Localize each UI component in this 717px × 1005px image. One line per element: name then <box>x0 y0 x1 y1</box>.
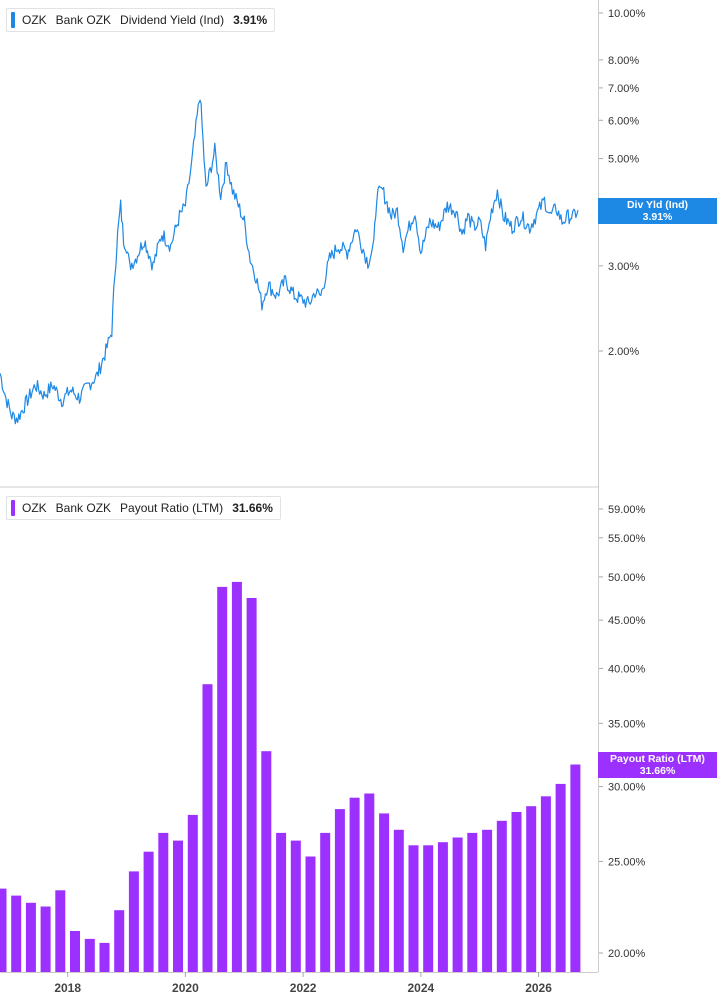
payout-legend: OZK Bank OZK Payout Ratio (LTM) 31.66% <box>6 496 281 520</box>
payout-flag-value: 31.66% <box>639 765 676 777</box>
payout-bar <box>231 581 242 972</box>
payout-bar <box>0 888 7 972</box>
payout-bar <box>452 837 463 972</box>
payout-bar <box>99 942 110 972</box>
payout-bar <box>511 812 522 972</box>
yield-legend-value: 3.91% <box>233 13 268 27</box>
yield-flag-label: Div Yld (Ind) <box>626 199 689 211</box>
payout-bar <box>70 931 80 972</box>
payout-bar <box>25 902 36 972</box>
payout-tick-label: 50.00% <box>608 572 646 584</box>
payout-value-flag: Payout Ratio (LTM) 31.66% <box>598 752 717 778</box>
yield-legend: OZK Bank OZK Dividend Yield (Ind) 3.91% <box>6 8 276 32</box>
payout-bar <box>84 938 95 972</box>
payout-legend-ticker: OZK <box>22 501 47 515</box>
payout-bar <box>290 840 301 972</box>
payout-tick-label: 45.00% <box>608 615 646 627</box>
yield-tick-label: 8.00% <box>608 55 639 67</box>
payout-bar <box>437 842 448 972</box>
payout-bar <box>55 890 66 972</box>
payout-bar <box>555 783 566 972</box>
payout-bar <box>570 764 581 972</box>
payout-bar <box>526 806 537 972</box>
payout-bar <box>276 832 287 972</box>
payout-bar <box>423 845 434 972</box>
payout-bar <box>40 906 51 972</box>
x-axis: 2018 2020 2022 2024 2026 <box>54 972 552 995</box>
payout-bar <box>496 820 507 972</box>
payout-bar <box>349 797 360 972</box>
payout-bar <box>334 809 345 972</box>
yield-value-flag: Div Yld (Ind) 3.91% <box>598 198 717 224</box>
yield-y-axis: 2.00% 3.00% 5.00% 6.00% 7.00% 8.00% 10.00% <box>598 8 646 358</box>
payout-bar <box>128 871 139 972</box>
payout-bar <box>320 832 331 972</box>
payout-bar <box>379 813 390 972</box>
yield-legend-color <box>11 12 15 28</box>
yield-tick-label: 6.00% <box>608 115 639 127</box>
payout-flag-label: Payout Ratio (LTM) <box>610 753 705 765</box>
payout-bar <box>482 829 493 972</box>
payout-bar <box>217 586 228 972</box>
payout-bar <box>143 851 154 972</box>
payout-bar <box>540 796 551 972</box>
payout-bar <box>187 814 198 972</box>
x-tick-label: 2024 <box>407 981 434 995</box>
payout-bar <box>202 684 213 972</box>
payout-bar <box>408 845 419 972</box>
payout-bar <box>158 832 169 972</box>
x-tick-label: 2022 <box>290 981 317 995</box>
payout-bar <box>393 829 404 972</box>
x-tick-label: 2020 <box>172 981 199 995</box>
yield-tick-label: 5.00% <box>608 154 639 166</box>
payout-ratio-panel: 20.00% 25.00% 30.00% 35.00% 40.00% 45.00% 50.0… <box>0 504 646 972</box>
payout-bar <box>11 895 22 972</box>
dividend-yield-panel: 2.00% 3.00% 5.00% 6.00% 7.00% 8.00% 10.00% <box>0 8 646 425</box>
payout-tick-label: 35.00% <box>608 718 646 730</box>
yield-tick-label: 2.00% <box>608 346 639 358</box>
yield-tick-label: 3.00% <box>608 261 639 273</box>
payout-legend-name: Bank OZK <box>55 501 112 515</box>
payout-legend-metric: Payout Ratio (LTM) <box>120 501 224 515</box>
payout-bar <box>261 751 272 972</box>
payout-tick-label: 20.00% <box>608 948 646 960</box>
payout-tick-label: 25.00% <box>608 856 646 868</box>
yield-legend-ticker: OZK <box>22 13 47 27</box>
yield-legend-metric: Dividend Yield (Ind) <box>120 13 225 27</box>
yield-legend-name: Bank OZK <box>55 13 112 27</box>
payout-tick-label: 30.00% <box>608 782 646 794</box>
payout-bar <box>364 793 375 972</box>
payout-tick-label: 55.00% <box>608 533 646 545</box>
payout-bar <box>246 598 257 972</box>
payout-bar <box>467 832 478 972</box>
payout-bar <box>114 910 125 972</box>
dividend-yield-line <box>0 99 579 425</box>
payout-tick-label: 40.00% <box>608 664 646 676</box>
x-tick-label: 2026 <box>525 981 552 995</box>
payout-ratio-bars <box>0 581 581 972</box>
payout-legend-color <box>11 500 15 516</box>
x-tick-label: 2018 <box>54 981 81 995</box>
payout-tick-label: 59.00% <box>608 504 646 516</box>
payout-legend-value: 31.66% <box>232 501 273 515</box>
payout-bar <box>305 856 316 972</box>
yield-flag-value: 3.91% <box>642 211 673 223</box>
payout-y-axis: 20.00% 25.00% 30.00% 35.00% 40.00% 45.00% 50.0… <box>598 504 646 960</box>
yield-tick-label: 7.00% <box>608 83 639 95</box>
yield-tick-label: 10.00% <box>608 8 646 20</box>
payout-bar <box>173 840 183 972</box>
